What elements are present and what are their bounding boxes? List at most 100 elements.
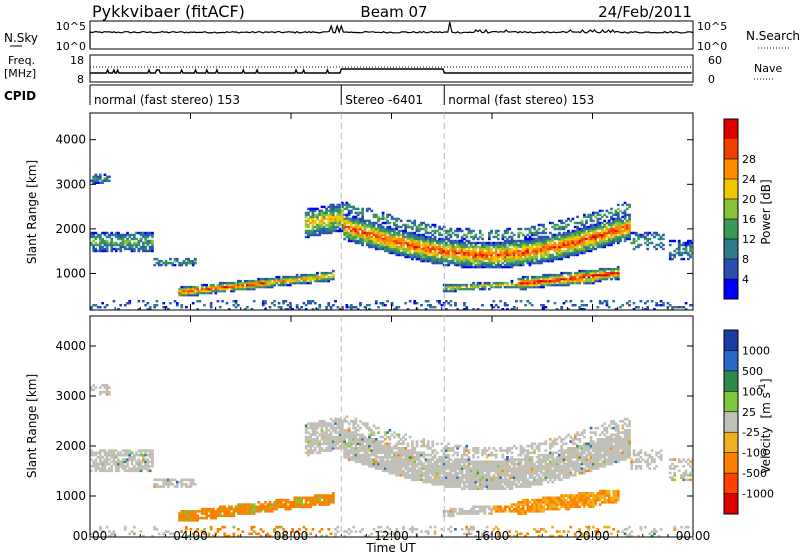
- heatmap-cell: [313, 496, 317, 500]
- heatmap-cell: [237, 503, 240, 506]
- heatmap-cell: [397, 456, 401, 459]
- heatmap-cell: [628, 231, 631, 235]
- heatmap-cell: [227, 285, 231, 289]
- heatmap-cell: [413, 243, 417, 247]
- heatmap-cell: [153, 525, 156, 529]
- heatmap-cell: [408, 231, 412, 235]
- heatmap-cell: [356, 424, 360, 428]
- heatmap-cell: [108, 530, 111, 533]
- heatmap-cell: [334, 442, 337, 446]
- heatmap-cell: [583, 269, 586, 273]
- heatmap-cell: [573, 221, 577, 225]
- heatmap-cell: [508, 249, 511, 253]
- heatmap-cell: [544, 245, 548, 249]
- heatmap-cell: [218, 512, 222, 515]
- heatmap-cell: [589, 239, 593, 243]
- heatmap-cell: [133, 241, 136, 245]
- heatmap-cell: [465, 255, 469, 259]
- heatmap-cell: [580, 237, 584, 241]
- heatmap-cell: [567, 308, 570, 310]
- heatmap-cell: [408, 469, 412, 473]
- heatmap-cell: [424, 247, 428, 251]
- heatmap-cell: [345, 221, 349, 225]
- heatmap-cell: [528, 255, 532, 259]
- heatmap-cell: [603, 300, 606, 303]
- heatmap-cell: [325, 440, 328, 443]
- heatmap-cell: [255, 532, 258, 536]
- heatmap-cell: [399, 251, 403, 255]
- heatmap-cell: [309, 503, 312, 506]
- heatmap-cell: [668, 304, 672, 307]
- heatmap-cell: [612, 229, 615, 233]
- heatmap-cell: [558, 241, 561, 245]
- heatmap-cell: [465, 245, 469, 249]
- heatmap-cell: [151, 460, 154, 464]
- heatmap-cell: [415, 440, 419, 443]
- heatmap-cell: [114, 241, 118, 245]
- heatmap-cell: [347, 451, 351, 455]
- heatmap-cell: [327, 271, 331, 275]
- heatmap-cell: [508, 253, 511, 257]
- heatmap-cell: [350, 449, 353, 452]
- heatmap-cell: [497, 263, 500, 267]
- heatmap-cell: [175, 480, 179, 484]
- heatmap-cell: [601, 241, 604, 245]
- heatmap-cell: [368, 435, 371, 439]
- heatmap-cell: [108, 467, 111, 470]
- heatmap-cell: [384, 243, 387, 247]
- heatmap-cell: [282, 281, 285, 285]
- heatmap-cell: [551, 283, 554, 287]
- heatmap-cell: [354, 221, 358, 225]
- heatmap-cell: [512, 233, 516, 237]
- heatmap-cell: [298, 505, 301, 509]
- heatmap-cell: [478, 235, 482, 239]
- heatmap-cell: [506, 259, 509, 263]
- heatmap-cell: [397, 433, 401, 437]
- heatmap-cell: [241, 530, 245, 533]
- heatmap-cell: [562, 233, 566, 237]
- heatmap-cell: [255, 510, 258, 513]
- heatmap-cell: [139, 467, 143, 470]
- heatmap-cell: [521, 239, 525, 243]
- heatmap-cell: [402, 451, 405, 455]
- heatmap-cell: [130, 467, 134, 470]
- heatmap-cell: [318, 530, 322, 533]
- heatmap-cell: [252, 287, 256, 291]
- heatmap-cell: [625, 233, 629, 237]
- heatmap-cell: [207, 507, 211, 511]
- heatmap-cell: [151, 465, 154, 468]
- heatmap-cell: [311, 449, 315, 452]
- heatmap-cell: [406, 225, 410, 229]
- heatmap-cell: [478, 261, 482, 265]
- heatmap-cell: [406, 308, 410, 310]
- heatmap-cell: [408, 474, 412, 477]
- heatmap-cell: [345, 429, 349, 432]
- heatmap-cell: [157, 263, 161, 267]
- heatmap-cell: [162, 478, 166, 482]
- heatmap-cell: [363, 306, 367, 309]
- heatmap-cell: [374, 447, 378, 450]
- heatmap-cell: [404, 460, 407, 464]
- heatmap-cell: [300, 273, 303, 277]
- heatmap-cell: [329, 422, 333, 425]
- heatmap-cell: [390, 304, 394, 307]
- heatmap-cell: [637, 243, 640, 247]
- heatmap-cell: [596, 217, 600, 221]
- heatmap-cell: [501, 245, 505, 249]
- heatmap-cell: [399, 239, 403, 243]
- heatmap-cell: [304, 223, 308, 227]
- heatmap-cell: [589, 269, 593, 273]
- heatmap-cell: [341, 211, 344, 215]
- heatmap-cell: [189, 528, 193, 531]
- heatmap-cell: [354, 223, 358, 227]
- heatmap-cell: [560, 306, 563, 309]
- heatmap-cell: [327, 496, 331, 500]
- heatmap-cell: [282, 300, 285, 303]
- heatmap-cell: [533, 261, 536, 265]
- heatmap-cell: [302, 275, 306, 279]
- heatmap-cell: [393, 239, 396, 243]
- heatmap-cell: [431, 239, 435, 243]
- heatmap-cell: [501, 235, 505, 239]
- heatmap-cell: [483, 265, 487, 269]
- heatmap-cell: [266, 285, 270, 289]
